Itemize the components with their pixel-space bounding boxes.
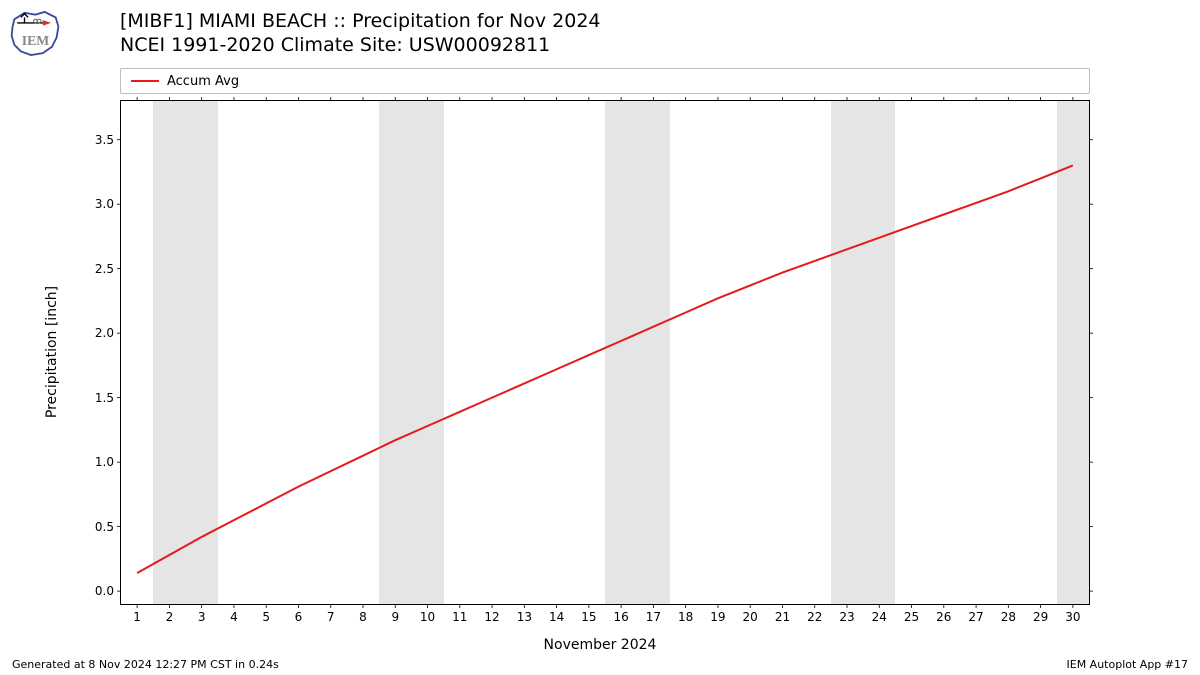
x-tick-label: 14 <box>549 610 564 624</box>
x-tick-label: 5 <box>262 610 270 624</box>
svg-text:IEM: IEM <box>22 33 50 48</box>
y-tick-label: 3.0 <box>95 197 114 211</box>
y-tick-label: 2.5 <box>95 262 114 276</box>
x-tick-label: 22 <box>807 610 822 624</box>
iem-logo: IEM <box>8 8 63 58</box>
y-tick-label: 3.5 <box>95 133 114 147</box>
chart-title: [MIBF1] MIAMI BEACH :: Precipitation for… <box>120 10 601 58</box>
x-tick-label: 10 <box>420 610 435 624</box>
y-tick-label: 1.5 <box>95 391 114 405</box>
legend: Accum Avg <box>120 68 1090 94</box>
x-tick-label: 29 <box>1033 610 1048 624</box>
x-tick-label: 7 <box>327 610 335 624</box>
legend-label: Accum Avg <box>167 74 239 89</box>
title-line-1: [MIBF1] MIAMI BEACH :: Precipitation for… <box>120 10 601 34</box>
x-tick-label: 17 <box>646 610 661 624</box>
plot-area <box>120 100 1090 605</box>
footer-generated: Generated at 8 Nov 2024 12:27 PM CST in … <box>12 658 279 671</box>
x-tick-label: 16 <box>613 610 628 624</box>
x-tick-label: 11 <box>452 610 467 624</box>
x-tick-label: 20 <box>743 610 758 624</box>
y-tick-label: 0.0 <box>95 584 114 598</box>
x-tick-label: 8 <box>359 610 367 624</box>
y-tick-label: 0.5 <box>95 520 114 534</box>
x-tick-label: 26 <box>936 610 951 624</box>
x-tick-label: 25 <box>904 610 919 624</box>
y-axis-label: Precipitation [inch] <box>44 286 60 418</box>
x-tick-label: 21 <box>775 610 790 624</box>
x-tick-label: 15 <box>581 610 596 624</box>
footer-app: IEM Autoplot App #17 <box>1067 658 1189 671</box>
x-tick-label: 23 <box>839 610 854 624</box>
x-tick-label: 2 <box>166 610 174 624</box>
x-tick-label: 4 <box>230 610 238 624</box>
x-tick-label: 6 <box>295 610 303 624</box>
x-tick-label: 28 <box>1001 610 1016 624</box>
x-tick-label: 30 <box>1065 610 1080 624</box>
x-tick-label: 24 <box>872 610 887 624</box>
x-tick-label: 18 <box>678 610 693 624</box>
x-tick-label: 19 <box>710 610 725 624</box>
x-tick-label: 12 <box>484 610 499 624</box>
title-line-2: NCEI 1991-2020 Climate Site: USW00092811 <box>120 34 601 58</box>
x-tick-label: 27 <box>968 610 983 624</box>
x-tick-label: 3 <box>198 610 206 624</box>
x-tick-label: 9 <box>391 610 399 624</box>
y-tick-label: 2.0 <box>95 326 114 340</box>
legend-swatch <box>131 80 159 82</box>
x-axis-label: November 2024 <box>0 637 1200 653</box>
series-line <box>137 165 1073 573</box>
x-tick-label: 1 <box>133 610 141 624</box>
y-tick-label: 1.0 <box>95 455 114 469</box>
x-tick-label: 13 <box>517 610 532 624</box>
